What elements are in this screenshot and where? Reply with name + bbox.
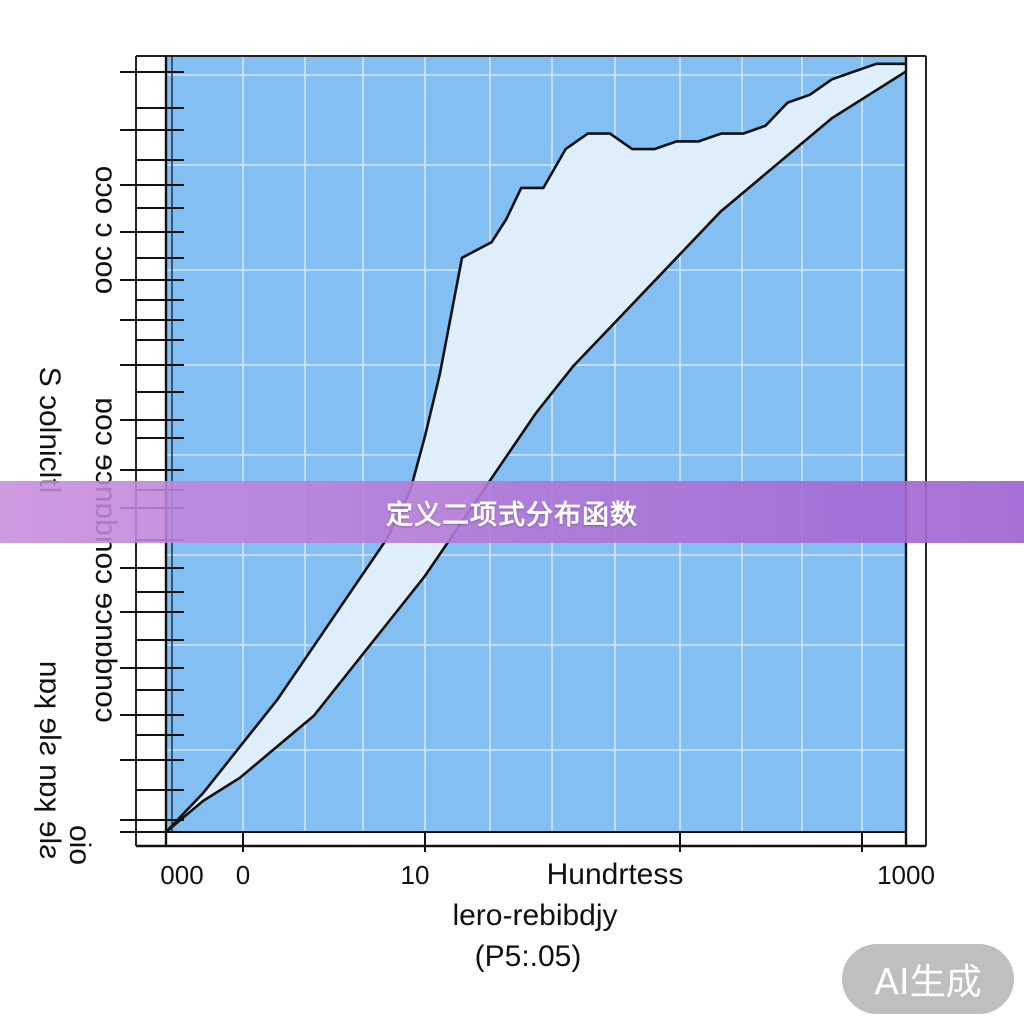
x-tick-label-2: 10 [401,860,430,890]
ai-generated-badge: AI生成 [842,944,1014,1014]
x-tick-label-3: 1000 [877,860,935,890]
title-banner: 定义二项式分布函数 [0,481,1024,543]
curves [165,62,907,833]
y-tick-label-0: oio [63,825,96,865]
y-axis-label-line-1: S ɔolnicltl [33,367,66,494]
x-axis-ticks: 000 0 10 1000 [160,832,935,890]
x-axis-label: Hundrtess lero-rebibdjy (P5:.05) [452,858,683,973]
x-axis-label-line-3: (P5:.05) [475,940,582,973]
banner-title: 定义二项式分布函数 [386,499,638,531]
plot-frame [120,55,927,848]
x-tick-label-1: 0 [236,860,250,890]
y-axis-label: S ɔolnicltl oɔo ɔ ɔoo nɒʞ ɘlƨ nɒʞ ɘlƨ ɒo… [33,166,122,859]
series-lower-line [165,70,907,833]
x-tick-label-0: 000 [160,860,203,890]
y-axis-ticks: oio [63,71,184,865]
band-fill [166,63,906,833]
x-axis-label-line-2: lero-rebibdjy [452,899,617,932]
series-upper-line [165,62,906,833]
y-axis-label-line-3: nɒʞ ɘlƨ nɒʞ ɘlƨ [33,661,66,859]
y-axis-label-line-4: ɒoɔ ɘɔnɒbnoɔ ɘɔnɒbnoɔ [89,397,122,722]
y-axis-label-line-2: oɔo ɔ ɔoo [89,166,122,294]
x-axis-label-line-1: Hundrtess [547,858,684,891]
band [166,63,906,833]
ai-generated-badge-label: AI生成 [874,962,982,1003]
